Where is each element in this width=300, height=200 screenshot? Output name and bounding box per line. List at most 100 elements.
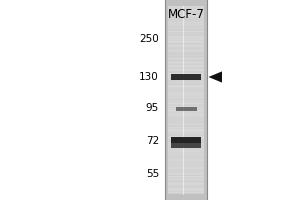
Bar: [168, 104, 204, 105]
Bar: [168, 85, 204, 86]
Bar: [168, 52, 204, 53]
Bar: [168, 175, 204, 176]
Bar: [168, 145, 204, 146]
Bar: [168, 123, 204, 124]
Bar: [168, 156, 204, 157]
Bar: [168, 78, 204, 79]
Bar: [168, 191, 204, 192]
Bar: [168, 35, 204, 36]
Bar: [168, 161, 204, 162]
Bar: [168, 81, 204, 82]
Bar: [168, 55, 204, 56]
Bar: [168, 54, 204, 55]
Bar: [168, 169, 204, 170]
Bar: [168, 127, 204, 128]
Bar: [168, 89, 204, 90]
Bar: [168, 12, 204, 13]
Bar: [168, 166, 204, 167]
Bar: [168, 101, 204, 102]
Bar: [168, 119, 204, 120]
Bar: [168, 34, 204, 35]
Bar: [168, 61, 204, 62]
Bar: [168, 8, 204, 9]
Bar: [168, 99, 204, 100]
Bar: [168, 26, 204, 27]
Bar: [168, 100, 204, 101]
Bar: [168, 17, 204, 18]
Bar: [168, 123, 204, 124]
Bar: [168, 113, 204, 114]
Bar: [168, 179, 204, 180]
Bar: [168, 58, 204, 59]
Bar: [168, 165, 204, 166]
Bar: [168, 120, 204, 121]
Bar: [168, 135, 204, 136]
Bar: [168, 37, 204, 38]
Bar: [168, 190, 204, 191]
Bar: [168, 91, 204, 92]
Bar: [168, 160, 204, 161]
Bar: [168, 40, 204, 41]
Bar: [168, 84, 204, 85]
Bar: [168, 77, 204, 78]
Bar: [168, 46, 204, 47]
Bar: [168, 64, 204, 65]
Bar: [168, 170, 204, 171]
Bar: [168, 136, 204, 137]
Bar: [168, 93, 204, 94]
Bar: [168, 47, 204, 48]
Bar: [168, 167, 204, 168]
Bar: [168, 108, 204, 109]
Bar: [168, 112, 204, 113]
Bar: [168, 98, 204, 99]
Bar: [168, 72, 204, 73]
Bar: [168, 149, 204, 150]
Bar: [168, 183, 204, 184]
Bar: [168, 27, 204, 28]
Bar: [168, 43, 204, 44]
Bar: [168, 102, 204, 103]
Text: 95: 95: [146, 103, 159, 113]
Bar: [168, 187, 204, 188]
Bar: [168, 75, 204, 76]
Bar: [168, 189, 204, 190]
Bar: [168, 142, 204, 143]
Bar: [168, 154, 204, 155]
Bar: [168, 124, 204, 125]
Bar: [168, 30, 204, 31]
Bar: [168, 65, 204, 66]
Bar: [168, 118, 204, 119]
Bar: [168, 83, 204, 84]
Bar: [168, 28, 204, 29]
Bar: [168, 57, 204, 58]
Bar: [168, 150, 204, 151]
Bar: [168, 53, 204, 54]
Bar: [168, 97, 204, 98]
Bar: [168, 152, 204, 153]
Bar: [168, 157, 204, 158]
Bar: [171, 137, 201, 143]
Bar: [168, 10, 204, 11]
Bar: [168, 110, 204, 111]
Bar: [168, 79, 204, 80]
Bar: [168, 86, 204, 87]
Bar: [168, 163, 204, 164]
Bar: [168, 20, 204, 21]
Bar: [168, 33, 204, 34]
Bar: [168, 148, 204, 149]
Bar: [168, 141, 204, 142]
Bar: [168, 73, 204, 74]
Bar: [168, 38, 204, 39]
Bar: [168, 56, 204, 57]
Bar: [168, 87, 204, 88]
Bar: [168, 44, 204, 45]
Bar: [168, 174, 204, 175]
Polygon shape: [208, 71, 222, 83]
Bar: [168, 109, 204, 110]
Bar: [171, 142, 201, 148]
Bar: [168, 115, 204, 116]
Bar: [168, 18, 204, 19]
Bar: [168, 182, 204, 183]
Bar: [168, 68, 204, 69]
Bar: [168, 138, 204, 139]
